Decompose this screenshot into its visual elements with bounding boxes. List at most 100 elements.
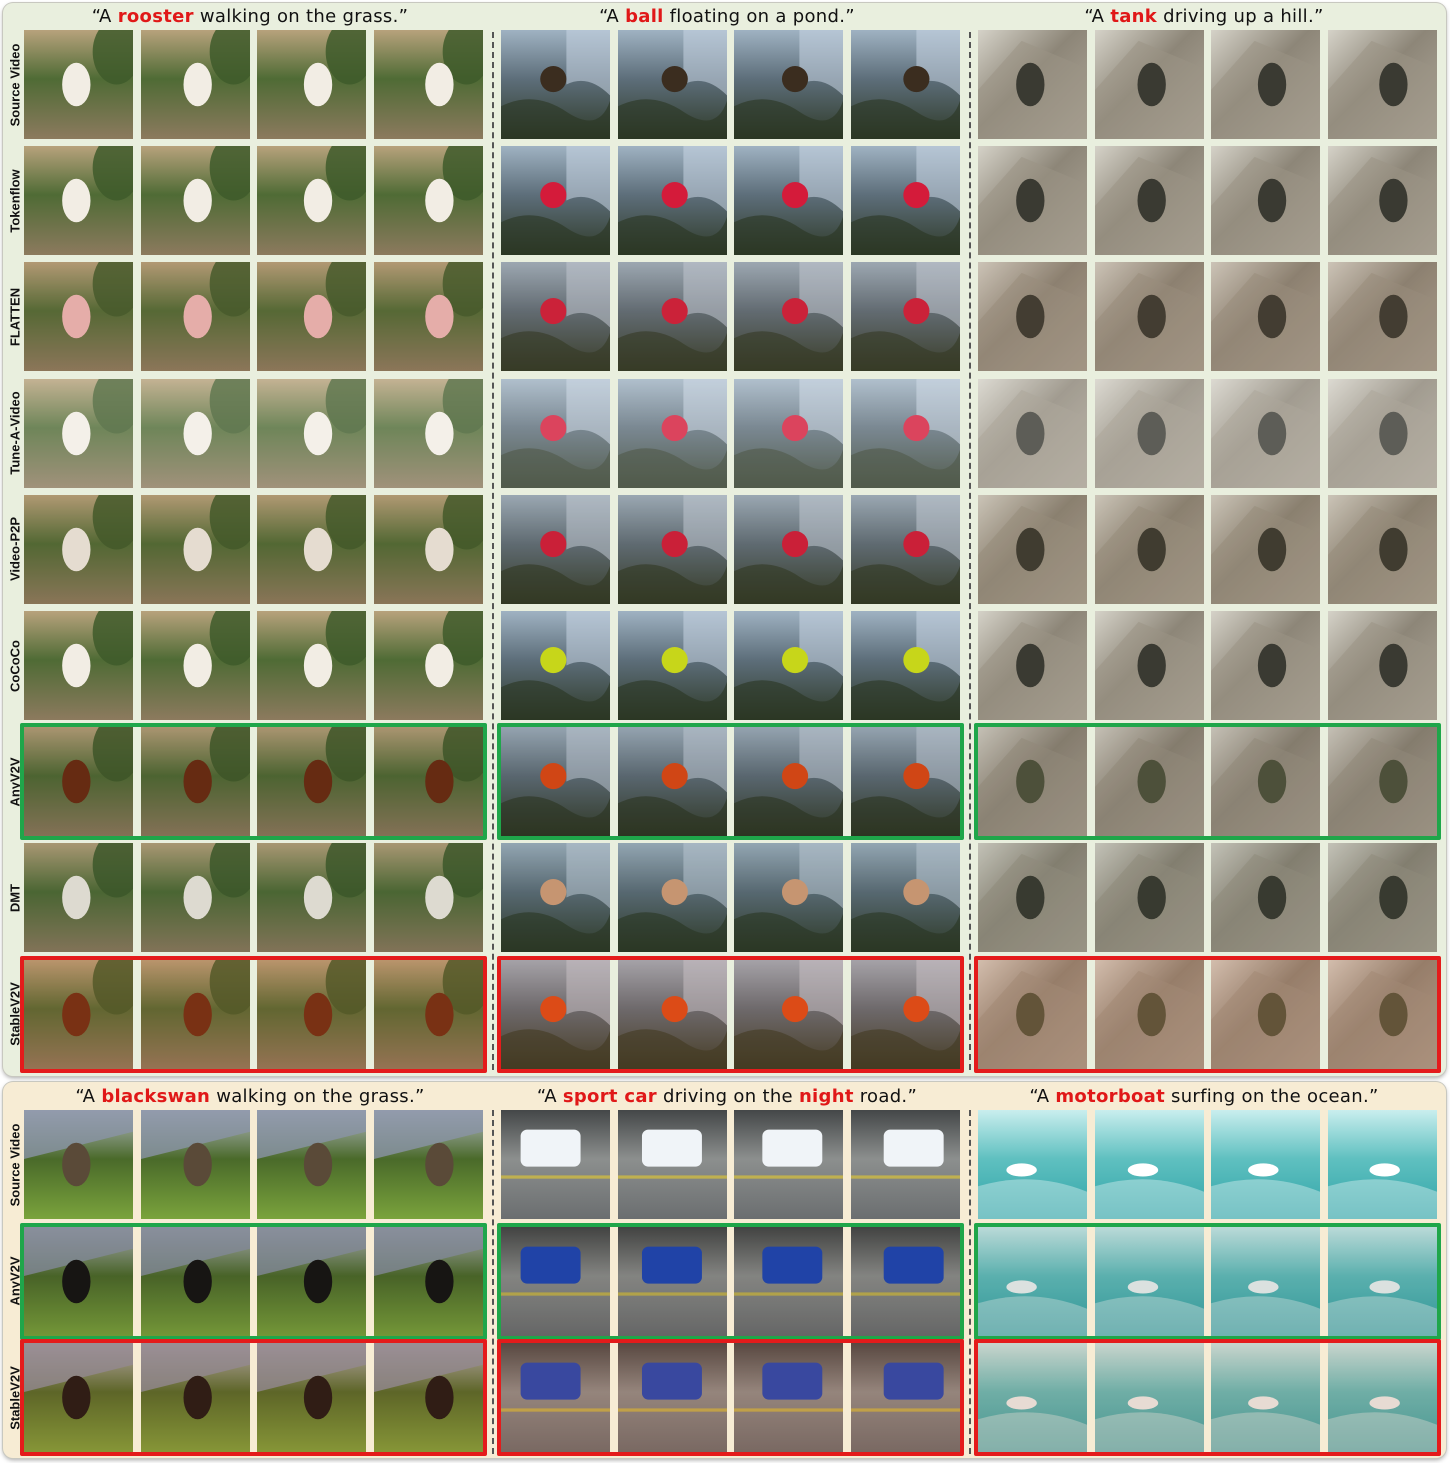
prompt-caption: “A ball floating on a pond.” xyxy=(497,4,957,30)
video-frame xyxy=(257,494,367,604)
video-frame xyxy=(501,611,610,720)
video-frame xyxy=(501,843,610,953)
prompt-text: road.” xyxy=(853,1086,918,1107)
video-frame xyxy=(140,1343,250,1452)
video-frame xyxy=(617,146,727,256)
video-frame xyxy=(1211,378,1321,488)
video-frame xyxy=(978,1226,1087,1336)
video-frame xyxy=(1094,843,1204,953)
video-frame xyxy=(24,146,133,256)
row-label-text: StableV2V xyxy=(7,1365,23,1430)
video-frame xyxy=(501,1343,610,1452)
video-frame xyxy=(501,30,610,139)
video-frame xyxy=(617,727,727,837)
video-frame xyxy=(24,1343,133,1452)
video-frame xyxy=(1211,1343,1321,1452)
video-frame xyxy=(978,1343,1087,1452)
video-frame xyxy=(617,1226,727,1336)
video-frame xyxy=(734,494,844,604)
video-frame xyxy=(1211,843,1321,953)
video-frame xyxy=(1327,1226,1437,1336)
video-frame xyxy=(373,1226,483,1336)
prompt-text: walking on the grass.” xyxy=(210,1086,425,1107)
prompt-keyword: rooster xyxy=(117,6,194,27)
prompt-keyword: motorboat xyxy=(1055,1086,1166,1107)
video-frame xyxy=(373,146,483,256)
video-frame xyxy=(850,494,960,604)
video-frame xyxy=(257,30,367,139)
row-label-text: Source Video xyxy=(7,43,23,126)
video-frame xyxy=(1094,727,1204,837)
video-frame xyxy=(1327,378,1437,488)
video-frame xyxy=(1094,262,1204,372)
prompt-keyword: night xyxy=(798,1086,854,1107)
video-frame xyxy=(140,30,250,139)
video-frame xyxy=(373,262,483,372)
prompt-caption: “A blackswan walking on the grass.” xyxy=(20,1084,480,1110)
video-frame xyxy=(501,1110,610,1219)
video-frame xyxy=(24,30,133,139)
video-frame xyxy=(850,727,960,837)
video-frame xyxy=(373,494,483,604)
video-frame xyxy=(734,843,844,953)
video-frame xyxy=(140,494,250,604)
video-frame xyxy=(1327,146,1437,256)
video-frame xyxy=(978,727,1087,837)
video-frame xyxy=(850,1226,960,1336)
video-frame xyxy=(978,611,1087,720)
video-frame xyxy=(501,1226,610,1336)
video-frame xyxy=(24,843,133,953)
video-frame xyxy=(734,611,844,720)
video-frame xyxy=(257,611,367,720)
video-frame xyxy=(1094,1110,1204,1219)
video-frame xyxy=(373,843,483,953)
video-frame xyxy=(140,146,250,256)
video-frame xyxy=(850,262,960,372)
prompt-keyword: tank xyxy=(1110,6,1158,27)
video-frame xyxy=(1211,959,1321,1069)
row-label-text: DMT xyxy=(7,883,23,912)
video-frame xyxy=(734,959,844,1069)
video-frame xyxy=(1211,611,1321,720)
prompt-text: walking on the grass.” xyxy=(193,6,409,27)
prompt-keyword: blackswan xyxy=(101,1086,211,1107)
video-frame xyxy=(617,30,727,139)
video-frame xyxy=(1327,30,1437,139)
prompt-text: floating on a pond.” xyxy=(663,6,855,27)
video-frame xyxy=(24,611,133,720)
prompt-text: “A xyxy=(1029,1086,1056,1107)
video-frame xyxy=(1327,727,1437,837)
video-frame xyxy=(140,843,250,953)
video-frame xyxy=(617,1343,727,1452)
video-frame xyxy=(1327,1110,1437,1219)
column-separator xyxy=(492,1110,494,1454)
prompt-text: “A xyxy=(75,1086,102,1107)
video-frame xyxy=(617,843,727,953)
video-frame xyxy=(24,959,133,1069)
prompt-text: “A xyxy=(91,6,118,27)
prompt-caption: “A rooster walking on the grass.” xyxy=(20,4,480,30)
video-frame xyxy=(501,959,610,1069)
video-frame xyxy=(734,1343,844,1452)
video-frame xyxy=(617,1110,727,1219)
video-frame xyxy=(1327,494,1437,604)
video-frame xyxy=(140,1110,250,1219)
row-label-text: AnyV2V xyxy=(7,757,23,807)
video-frame xyxy=(501,727,610,837)
video-frame xyxy=(257,146,367,256)
video-frame xyxy=(850,1343,960,1452)
video-frame xyxy=(501,378,610,488)
video-frame xyxy=(850,378,960,488)
prompt-caption: “A sport car driving on the night road.” xyxy=(497,1084,957,1110)
video-frame xyxy=(140,262,250,372)
video-frame xyxy=(978,959,1087,1069)
video-frame xyxy=(978,30,1087,139)
prompt-text: surfing on the ocean.” xyxy=(1165,1086,1379,1107)
prompt-text: driving up a hill.” xyxy=(1157,6,1324,27)
video-frame xyxy=(1094,1343,1204,1452)
video-frame xyxy=(1327,959,1437,1069)
video-frame xyxy=(257,1343,367,1452)
prompt-caption: “A tank driving up a hill.” xyxy=(974,4,1434,30)
video-frame xyxy=(1094,1226,1204,1336)
prompt-keyword: sport car xyxy=(562,1086,657,1107)
